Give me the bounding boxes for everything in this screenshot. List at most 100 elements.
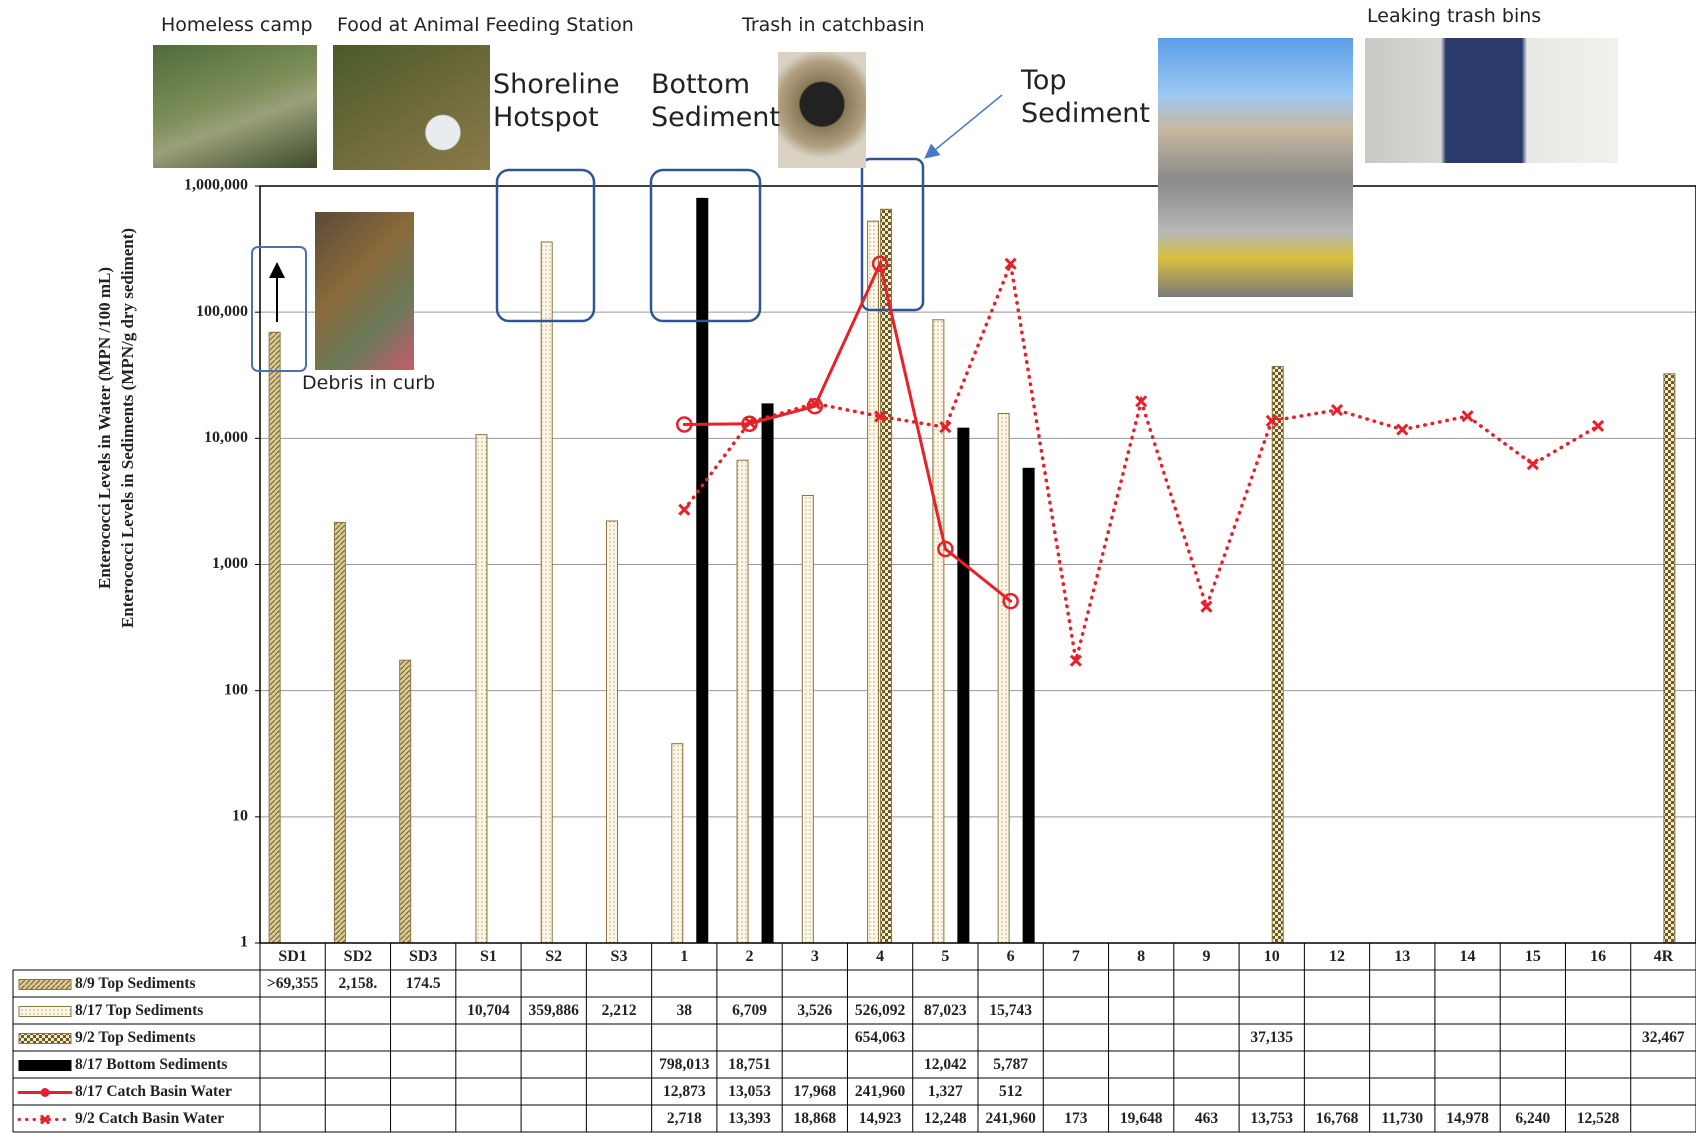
table-value: 12,248 <box>924 1110 967 1127</box>
legend-label: 9/2 Top Sediments <box>75 1029 196 1046</box>
x-tick-label: 15 <box>1525 948 1541 965</box>
table-value: 14,978 <box>1446 1110 1489 1127</box>
bar <box>671 743 684 944</box>
table-value: 38 <box>677 1002 693 1019</box>
table-value: 18,751 <box>728 1056 771 1073</box>
marker <box>806 397 824 415</box>
bar <box>801 494 814 944</box>
table-value: 241,960 <box>855 1083 906 1100</box>
table-value: 13,753 <box>1250 1110 1293 1127</box>
table-value: 37,135 <box>1250 1029 1293 1046</box>
marker <box>939 421 952 434</box>
table-value: 12,873 <box>663 1083 706 1100</box>
x-tick-label: SD2 <box>344 948 372 965</box>
x-tick-label: 9 <box>1202 948 1210 965</box>
x-tick-label: 3 <box>811 948 819 965</box>
table-value: 2,718 <box>667 1110 702 1127</box>
table-value: 512 <box>999 1083 1023 1100</box>
y-axis-label: Enterococci Levels in Sediments (MPN/g d… <box>118 228 137 628</box>
legend-swatch <box>18 1060 72 1071</box>
marker <box>1526 458 1539 471</box>
x-tick-label: 4 <box>876 948 884 965</box>
x-tick-label: 16 <box>1590 948 1606 965</box>
x-tick-label: SD3 <box>409 948 437 965</box>
y-tick-label: 10,000 <box>204 429 248 446</box>
data-table: SD1 SD2 SD3 S1 S2 S3 1 2 3 4 5 6 7 8 9 10 12 13 14 15 16 4R8/… <box>12 943 1696 1133</box>
marker <box>743 416 756 429</box>
y-tick-label: 1 <box>240 934 248 951</box>
y-tick-label: 10 <box>232 808 248 825</box>
annotation: Homeless camp <box>161 14 313 36</box>
table-value: 13,053 <box>728 1083 771 1100</box>
legend-swatch <box>18 979 72 990</box>
marker <box>1461 410 1474 423</box>
table-value: 10,704 <box>467 1002 510 1019</box>
bar <box>736 459 749 944</box>
legend-label: 8/9 Top Sediments <box>75 975 196 992</box>
legend-swatch <box>18 1033 72 1044</box>
marker <box>1200 600 1213 613</box>
x-tick-label: 2 <box>746 948 754 965</box>
table-value: >69,355 <box>267 975 319 992</box>
highlight-box <box>495 168 596 323</box>
y-tick-label: 100,000 <box>196 303 248 320</box>
table-value: 6,240 <box>1515 1110 1550 1127</box>
photo <box>153 45 317 168</box>
table-value: 19,648 <box>1120 1110 1163 1127</box>
photo <box>333 45 490 170</box>
marker <box>1330 403 1344 417</box>
marker <box>676 416 693 433</box>
table-value: 654,063 <box>855 1029 906 1046</box>
bar <box>1022 467 1035 944</box>
table-value: 12,528 <box>1577 1110 1620 1127</box>
legend-label: 8/17 Top Sediments <box>75 1002 203 1019</box>
x-tick-label: 12 <box>1329 948 1345 965</box>
x-tick-label: S1 <box>480 948 497 965</box>
marker <box>1396 423 1409 436</box>
table-value: 17,968 <box>794 1083 837 1100</box>
marker <box>1069 654 1082 667</box>
line <box>682 259 1013 603</box>
annotation: Trash in catchbasin <box>742 14 925 36</box>
x-tick-label: SD1 <box>278 948 306 965</box>
marker <box>937 540 954 558</box>
bars <box>268 197 1676 944</box>
x-tick-label: 14 <box>1460 948 1476 965</box>
x-tick-label: 7 <box>1072 948 1080 965</box>
arrow <box>924 94 1003 159</box>
annotation: Debris in curb <box>302 372 436 394</box>
table-value: 526,092 <box>855 1002 906 1019</box>
bar <box>333 521 346 944</box>
x-tick-label: S2 <box>545 948 562 965</box>
photo <box>1365 38 1618 163</box>
table-value: 87,023 <box>924 1002 967 1019</box>
highlight-box <box>649 168 762 323</box>
y-axis: Enterococci Levels in Water (MPN /100 mL… <box>95 177 260 951</box>
x-tick-label: 6 <box>1007 948 1015 965</box>
photo <box>315 212 414 370</box>
table-value: 11,730 <box>1381 1110 1423 1127</box>
legend-label: 8/17 Bottom Sediments <box>75 1056 227 1073</box>
x-tick-label: 10 <box>1264 948 1280 965</box>
grid <box>260 185 1696 944</box>
x-tick-label: 4R <box>1654 948 1674 965</box>
bar <box>540 241 553 944</box>
annotation: Shoreline Hotspot <box>493 69 620 133</box>
highlight-box <box>251 246 307 372</box>
annotation: Food at Animal Feeding Station <box>337 14 634 36</box>
annotation: Leaking trash bins <box>1367 5 1542 27</box>
marker <box>1592 419 1605 433</box>
legend-marker <box>39 1114 51 1125</box>
photo <box>778 52 866 168</box>
table-value: 1,327 <box>928 1083 963 1100</box>
legend-swatch <box>18 1006 72 1017</box>
table-value: 463 <box>1195 1110 1219 1127</box>
marker <box>874 410 887 423</box>
bar <box>997 412 1010 944</box>
marker <box>1265 414 1278 427</box>
x-tick-label: 5 <box>941 948 949 965</box>
lines <box>676 255 1605 667</box>
legend-label: 8/17 Catch Basin Water <box>75 1083 232 1100</box>
y-tick-label: 1,000 <box>212 555 248 572</box>
